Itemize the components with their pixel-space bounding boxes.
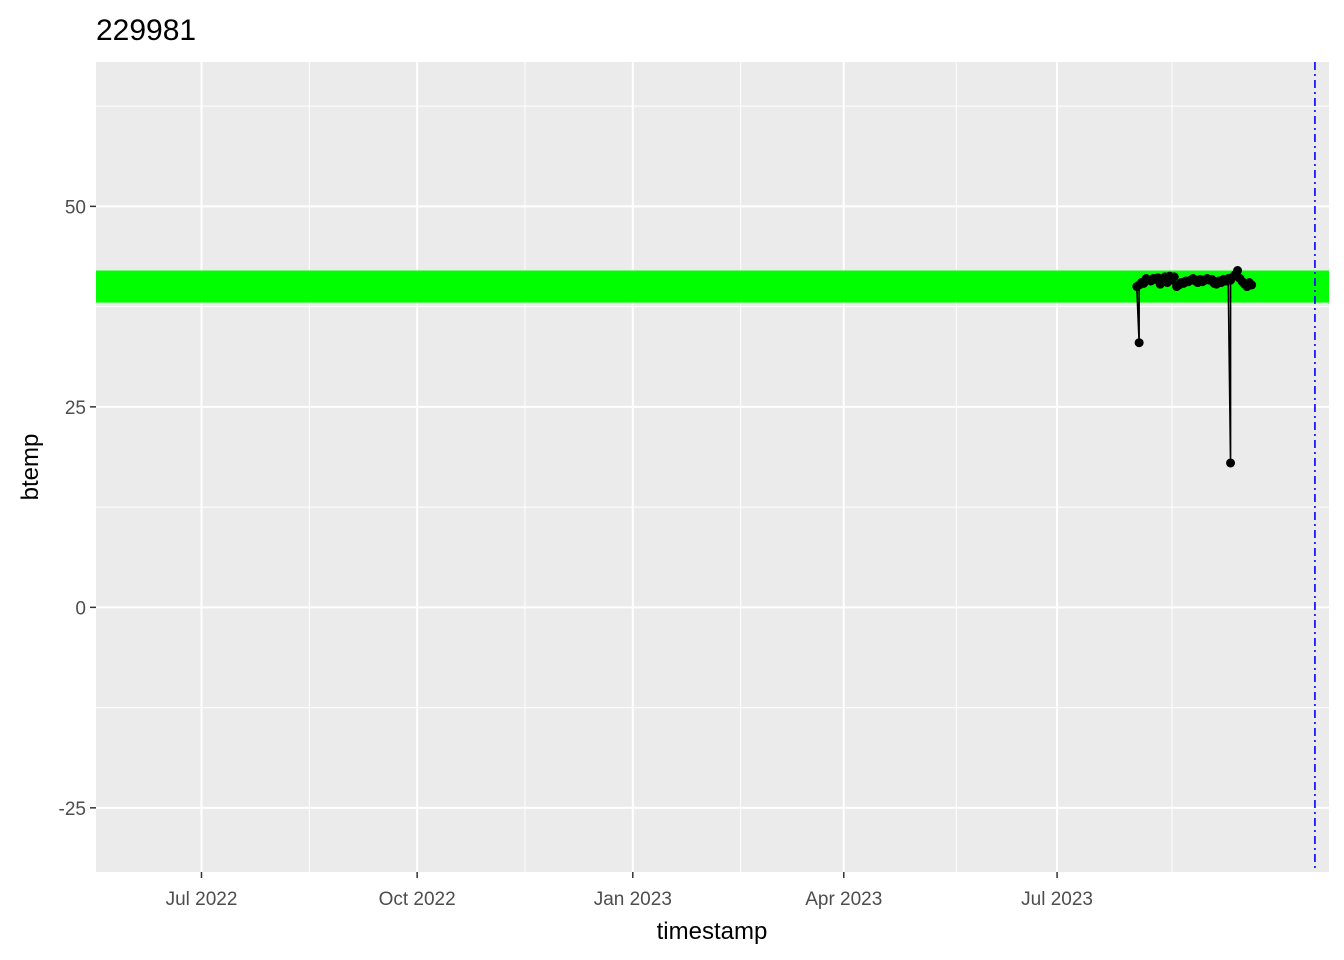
data-point: [1226, 458, 1236, 468]
x-axis-tick-label: Jan 2023: [594, 889, 672, 910]
y-axis-title: btemp: [17, 434, 44, 501]
grid-lines: [96, 62, 1329, 872]
reference-band: [96, 270, 1329, 303]
y-axis-tick-label: 0: [75, 598, 86, 619]
reference-band-layer: [96, 270, 1329, 303]
data-point: [1233, 266, 1243, 276]
x-axis-tick-label: Oct 2022: [379, 889, 456, 910]
x-axis-tick-label: Jul 2022: [166, 889, 238, 910]
data-series: [1132, 266, 1257, 468]
x-axis-tick-label: Apr 2023: [805, 889, 882, 910]
axes: -25 0 25 50 Jul 2022 Oct 2022 Jan 2023 Apr 2023…: [59, 197, 1093, 910]
data-point: [1134, 338, 1144, 348]
chart-title: 229981: [96, 14, 196, 47]
x-axis-tick-label: Jul 2023: [1021, 889, 1093, 910]
x-axis-title: timestamp: [657, 918, 768, 945]
plot-panel: [96, 62, 1329, 872]
y-axis-tick-label: -25: [59, 799, 86, 820]
y-axis-tick-label: 25: [65, 398, 86, 419]
data-point: [1247, 280, 1257, 290]
y-axis-tick-label: 50: [65, 197, 86, 218]
data-point: [1169, 272, 1179, 282]
